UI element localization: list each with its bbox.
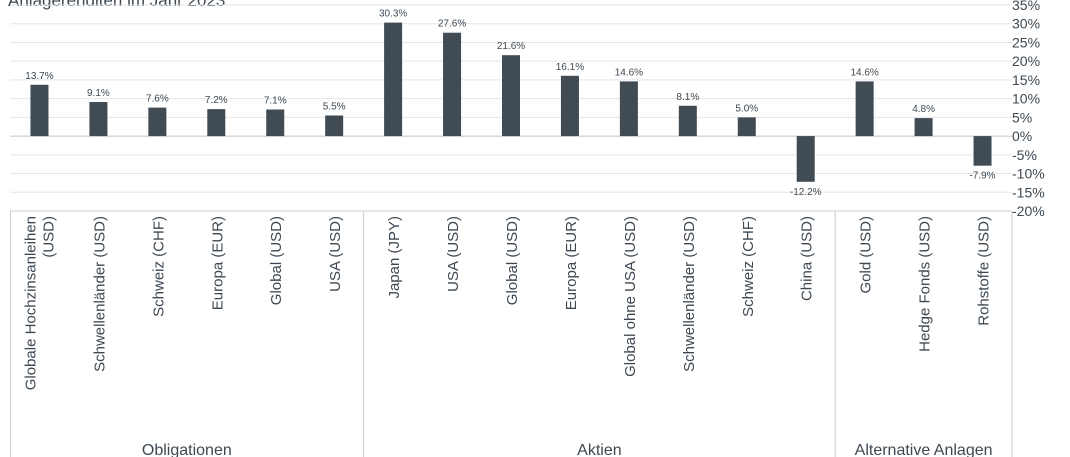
category-label: Global ohne USA (USD) bbox=[622, 216, 639, 377]
y-tick-label: 10% bbox=[1012, 91, 1040, 107]
category-label: Globale Hochzinsanleihen bbox=[22, 216, 39, 390]
bar bbox=[443, 32, 462, 137]
category-label: Europa (EUR) bbox=[209, 216, 226, 310]
group-label: Aktien bbox=[577, 442, 621, 457]
bar bbox=[325, 115, 344, 137]
data-label: 7.1% bbox=[264, 95, 287, 106]
category-label-group: Global (USD) bbox=[268, 216, 285, 305]
category-label-group: Global (USD) bbox=[504, 216, 521, 305]
category-label-group: USA (USD) bbox=[327, 216, 344, 292]
data-label: 9.1% bbox=[87, 88, 110, 99]
category-label: USA (USD) bbox=[327, 216, 344, 292]
category-label: Schwellenländer (USD) bbox=[681, 216, 698, 372]
category-label-group: Europa (EUR) bbox=[209, 216, 226, 310]
y-tick-label: 5% bbox=[1012, 109, 1032, 125]
data-label: 16.1% bbox=[556, 62, 584, 73]
category-label-group: Schweiz (CHF) bbox=[150, 216, 167, 317]
data-label: 7.2% bbox=[205, 95, 228, 106]
y-tick-label: 30% bbox=[1012, 16, 1040, 32]
category-label: Hedge Fonds (USD) bbox=[917, 216, 934, 352]
category-label: Schweiz (CHF) bbox=[150, 216, 167, 317]
bar bbox=[207, 109, 226, 137]
data-label: 30.3% bbox=[379, 9, 407, 20]
category-label: Schwellenländer (USD) bbox=[91, 216, 108, 372]
data-label: 8.1% bbox=[676, 92, 699, 103]
bar bbox=[973, 136, 992, 166]
y-tick-label: 25% bbox=[1012, 34, 1040, 50]
y-tick-label: 35% bbox=[1012, 0, 1040, 13]
data-label: 14.6% bbox=[850, 67, 878, 78]
group-label: Obligationen bbox=[142, 442, 232, 457]
bar bbox=[796, 136, 815, 182]
data-label: 13.7% bbox=[25, 71, 53, 82]
bar bbox=[737, 117, 756, 137]
data-label: -12.2% bbox=[790, 187, 822, 198]
category-label-group: Gold (USD) bbox=[858, 216, 875, 294]
category-label: Japan (JPY) bbox=[386, 216, 403, 299]
data-label: 14.6% bbox=[615, 67, 643, 78]
y-tick-label: 0% bbox=[1012, 128, 1032, 144]
y-tick-label: 20% bbox=[1012, 53, 1040, 69]
bar bbox=[678, 105, 697, 137]
y-tick-label: -15% bbox=[1012, 184, 1045, 200]
category-label-group: USA (USD) bbox=[445, 216, 462, 292]
bar bbox=[266, 109, 285, 137]
data-label: 4.8% bbox=[912, 104, 935, 115]
bar bbox=[914, 118, 933, 137]
category-label: Europa (EUR) bbox=[563, 216, 580, 310]
data-label: 21.6% bbox=[497, 41, 525, 52]
data-label: 5.0% bbox=[735, 103, 758, 114]
category-label-group: Globale Hochzinsanleihen (USD) bbox=[22, 216, 57, 390]
bar bbox=[30, 84, 49, 137]
category-label-group: Schwellenländer (USD) bbox=[681, 216, 698, 372]
bar bbox=[89, 102, 108, 137]
category-label-group: Hedge Fonds (USD) bbox=[917, 216, 934, 352]
category-label: China (USD) bbox=[799, 216, 816, 301]
bar bbox=[855, 81, 874, 137]
category-label: Rohstoffe (USD) bbox=[976, 216, 993, 326]
category-label-group: Global ohne USA (USD) bbox=[622, 216, 639, 377]
data-label: 5.5% bbox=[323, 101, 346, 112]
category-label-group: China (USD) bbox=[799, 216, 816, 301]
bar bbox=[148, 107, 167, 137]
category-label: Schweiz (CHF) bbox=[740, 216, 757, 317]
y-tick-label: 15% bbox=[1012, 72, 1040, 88]
data-label: 27.6% bbox=[438, 19, 466, 30]
y-tick-label: -10% bbox=[1012, 166, 1045, 182]
bar bbox=[560, 75, 579, 137]
category-label-group: Rohstoffe (USD) bbox=[976, 216, 993, 326]
category-label: Gold (USD) bbox=[858, 216, 875, 294]
data-label: -7.9% bbox=[969, 171, 995, 182]
y-tick-label: -20% bbox=[1012, 203, 1045, 219]
bar bbox=[502, 55, 520, 137]
category-label-group: Schwellenländer (USD) bbox=[91, 216, 108, 372]
category-label-group: Japan (JPY) bbox=[386, 216, 403, 299]
bar bbox=[619, 81, 638, 137]
bar bbox=[384, 22, 403, 137]
category-label: Global (USD) bbox=[268, 216, 285, 305]
category-label: Global (USD) bbox=[504, 216, 521, 305]
category-label: (USD) bbox=[40, 216, 57, 258]
group-label: Alternative Anlagen bbox=[855, 442, 993, 457]
data-label: 7.6% bbox=[146, 94, 169, 105]
category-label-group: Europa (EUR) bbox=[563, 216, 580, 310]
y-tick-label: -5% bbox=[1012, 147, 1037, 163]
category-label: USA (USD) bbox=[445, 216, 462, 292]
category-label-group: Schweiz (CHF) bbox=[740, 216, 757, 317]
